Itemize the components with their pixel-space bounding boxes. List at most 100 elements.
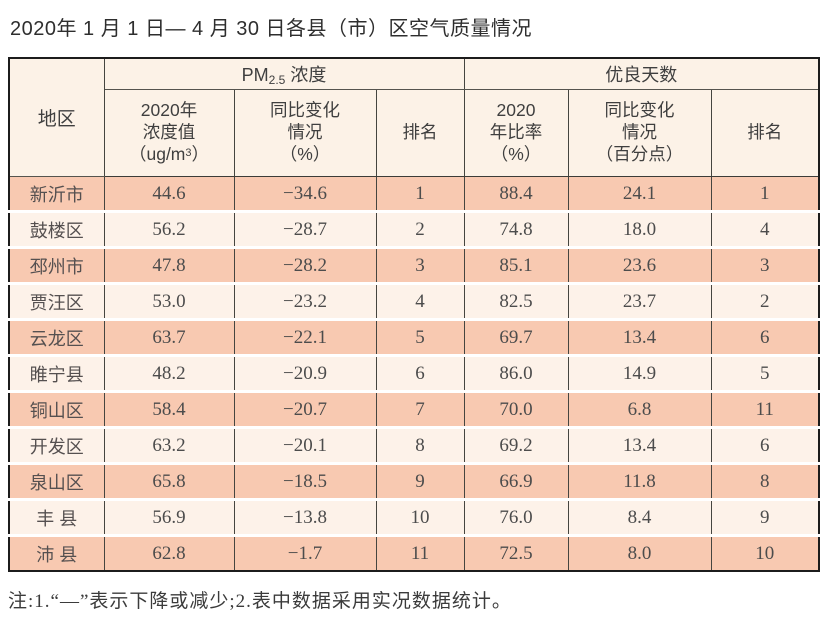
cell-region: 邳州市 [8,247,105,285]
cell-pm-rank: 7 [375,391,465,429]
cell-good-change: 13.4 [567,319,712,357]
cell-region: 泉山区 [8,463,105,501]
cell-pm-value: 63.7 [103,319,235,357]
cell-pm-change: −28.2 [233,247,377,285]
cell-pm-value: 56.2 [103,211,235,249]
cell-good-change: 11.8 [567,463,712,501]
table-row: 新沂市 44.6 −34.6 1 88.4 24.1 1 [8,176,820,213]
table-row: 泉山区 65.8 −18.5 9 66.9 11.8 8 [8,463,820,501]
cell-good-change: 14.9 [567,355,712,393]
cell-good-ratio: 74.8 [463,211,569,249]
table-row: 云龙区 63.7 −22.1 5 69.7 13.4 6 [8,319,820,357]
footnote: 注:1.“—”表示下降或减少;2.表中数据采用实况数据统计。 [8,591,512,612]
pm25-label-sub: 2.5 [268,73,286,87]
cell-pm-rank: 3 [375,247,465,285]
sub-header-row: 2020年 浓度值 （ug/m3） 同比变化 情况 （%） 排名 2020 年比… [9,89,820,177]
cell-pm-value: 48.2 [103,355,235,393]
table-row: 沛 县 62.8 −1.7 11 72.5 8.0 10 [8,535,820,571]
cell-good-rank: 1 [710,176,820,213]
cell-good-rank: 10 [710,535,820,571]
cell-good-change: 18.0 [567,211,712,249]
cell-good-rank: 5 [710,355,820,393]
cell-good-ratio: 76.0 [463,499,569,537]
cell-pm-change: −20.9 [233,355,377,393]
cell-good-change: 24.1 [567,176,712,213]
header-group-good-days: 优良天数 [463,58,820,90]
header-pm-value: 2020年 浓度值 （ug/m3） [103,89,235,177]
cell-pm-value: 58.4 [103,391,235,429]
cell-pm-change: −13.8 [233,499,377,537]
group-header-row: 地区 PM2.5 浓度 优良天数 [8,58,820,177]
table-row: 睢宁县 48.2 −20.9 6 86.0 14.9 5 [8,355,820,393]
cell-pm-change: −20.7 [233,391,377,429]
cell-pm-rank: 1 [375,176,465,213]
table-row: 铜山区 58.4 −20.7 7 70.0 6.8 11 [8,391,820,429]
cell-good-change: 23.6 [567,247,712,285]
header-region: 地区 [8,58,105,177]
cell-good-ratio: 82.5 [463,283,569,321]
cell-pm-change: −23.2 [233,283,377,321]
cell-good-ratio: 66.9 [463,463,569,501]
cell-good-ratio: 88.4 [463,176,569,213]
cell-good-change: 23.7 [567,283,712,321]
cell-good-rank: 4 [710,211,820,249]
cell-pm-change: −20.1 [233,427,377,465]
cell-pm-value: 44.6 [103,176,235,213]
cell-pm-value: 62.8 [103,535,235,571]
cell-good-change: 6.8 [567,391,712,429]
cell-good-ratio: 70.0 [463,391,569,429]
cell-good-change: 8.0 [567,535,712,571]
air-quality-table: 地区 PM2.5 浓度 优良天数 2020年 浓度值 （ug/m3） 同比变化 … [8,57,821,572]
cell-good-change: 13.4 [567,427,712,465]
cell-pm-value: 53.0 [103,283,235,321]
table-header: 地区 PM2.5 浓度 优良天数 2020年 浓度值 （ug/m3） 同比变化 … [8,58,820,177]
pm25-label-main: PM [241,65,269,85]
cell-good-rank: 9 [710,499,820,537]
header-pm-change: 同比变化 情况 （%） [233,89,377,177]
cell-pm-change: −18.5 [233,463,377,501]
cell-pm-rank: 4 [375,283,465,321]
table-body: 新沂市 44.6 −34.6 1 88.4 24.1 1 鼓楼区 56.2 −28.7 2 74.8 1… [8,176,820,571]
cell-pm-rank: 10 [375,499,465,537]
cell-good-rank: 11 [710,391,820,429]
table-row: 贾汪区 53.0 −23.2 4 82.5 23.7 2 [8,283,820,321]
cell-region: 丰 县 [8,499,105,537]
cubic-superscript: 3 [185,146,192,159]
header-pm-rank: 排名 [375,89,465,177]
header-good-ratio: 2020 年比率 （%） [463,89,569,177]
cell-pm-rank: 2 [375,211,465,249]
cell-good-rank: 3 [710,247,820,285]
cell-good-ratio: 69.7 [463,319,569,357]
cell-region: 新沂市 [8,176,105,213]
cell-pm-rank: 9 [375,463,465,501]
header-good-rank: 排名 [710,89,820,177]
cell-good-rank: 2 [710,283,820,321]
cell-pm-change: −1.7 [233,535,377,571]
table-row: 邳州市 47.8 −28.2 3 85.1 23.6 3 [8,247,820,285]
cell-region: 沛 县 [8,535,105,571]
table-row: 丰 县 56.9 −13.8 10 76.0 8.4 9 [8,499,820,537]
cell-good-rank: 8 [710,463,820,501]
cell-region: 铜山区 [8,391,105,429]
table-row: 鼓楼区 56.2 −28.7 2 74.8 18.0 4 [8,211,820,249]
cell-region: 贾汪区 [8,283,105,321]
cell-good-rank: 6 [710,319,820,357]
cell-good-ratio: 69.2 [463,427,569,465]
cell-pm-value: 65.8 [103,463,235,501]
header-good-change: 同比变化 情况 （百分点） [567,89,712,177]
cell-pm-rank: 8 [375,427,465,465]
cell-pm-value: 47.8 [103,247,235,285]
cell-pm-rank: 6 [375,355,465,393]
cell-pm-value: 63.2 [103,427,235,465]
cell-pm-rank: 5 [375,319,465,357]
table-row: 开发区 63.2 −20.1 8 69.2 13.4 6 [8,427,820,465]
cell-region: 睢宁县 [8,355,105,393]
cell-pm-value: 56.9 [103,499,235,537]
cell-pm-change: −22.1 [233,319,377,357]
cell-region: 开发区 [8,427,105,465]
cell-region: 鼓楼区 [8,211,105,249]
cell-pm-change: −28.7 [233,211,377,249]
cell-region: 云龙区 [8,319,105,357]
cell-good-change: 8.4 [567,499,712,537]
cell-pm-change: −34.6 [233,176,377,213]
